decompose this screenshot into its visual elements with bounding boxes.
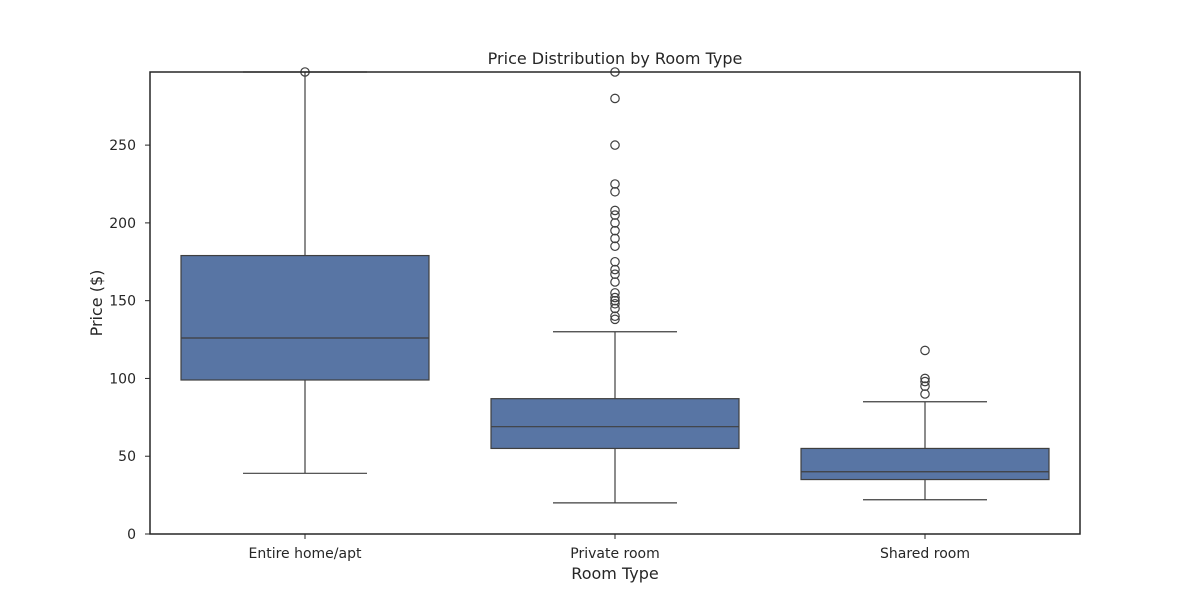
outlier-point bbox=[610, 295, 620, 306]
outlier-point bbox=[920, 381, 930, 392]
outlier-point bbox=[920, 376, 930, 387]
y-tick-label: 150 bbox=[109, 294, 136, 310]
outlier-point bbox=[920, 389, 930, 399]
x-axis-title: Room Type bbox=[571, 564, 658, 583]
outlier-point bbox=[610, 288, 620, 298]
outlier-point bbox=[610, 298, 620, 309]
outlier-point bbox=[610, 140, 620, 150]
outlier-point bbox=[610, 264, 620, 275]
outlier-point bbox=[610, 233, 620, 244]
outlier-point bbox=[610, 311, 620, 322]
outlier-point bbox=[610, 256, 620, 267]
iqr-box bbox=[800, 447, 1050, 481]
x-tick-label: Private room bbox=[570, 546, 659, 562]
y-axis-title: Price ($) bbox=[87, 270, 106, 337]
outlier-point bbox=[610, 269, 620, 280]
outlier-point bbox=[610, 210, 620, 220]
outlier-point bbox=[610, 205, 620, 216]
outlier-point bbox=[920, 373, 930, 384]
outlier-point bbox=[610, 292, 620, 303]
x-tick-label: Shared room bbox=[880, 546, 970, 562]
outlier-point bbox=[920, 345, 930, 356]
iqr-box bbox=[180, 254, 430, 381]
outlier-point bbox=[610, 186, 620, 197]
outlier-point bbox=[610, 314, 620, 325]
outlier-point bbox=[610, 218, 620, 228]
outlier-point bbox=[610, 93, 620, 104]
y-tick-label: 200 bbox=[109, 216, 136, 232]
iqr-box bbox=[490, 398, 740, 450]
outlier-point bbox=[610, 225, 620, 236]
box-entire-home-apt bbox=[180, 67, 430, 474]
chart-title: Price Distribution by Room Type bbox=[488, 49, 743, 68]
x-tick-label: Entire home/apt bbox=[249, 546, 362, 562]
outlier-point bbox=[610, 179, 620, 189]
plot-area bbox=[180, 67, 1050, 504]
outlier-point bbox=[610, 277, 620, 287]
outlier-point bbox=[610, 241, 620, 252]
y-tick-label: 100 bbox=[109, 371, 136, 387]
outlier-point bbox=[610, 303, 620, 314]
y-tick-label: 250 bbox=[109, 138, 136, 154]
y-tick-label: 50 bbox=[118, 449, 136, 465]
box-shared-room bbox=[800, 345, 1050, 501]
box-private-room bbox=[490, 67, 740, 504]
y-tick-label: 0 bbox=[127, 527, 136, 543]
